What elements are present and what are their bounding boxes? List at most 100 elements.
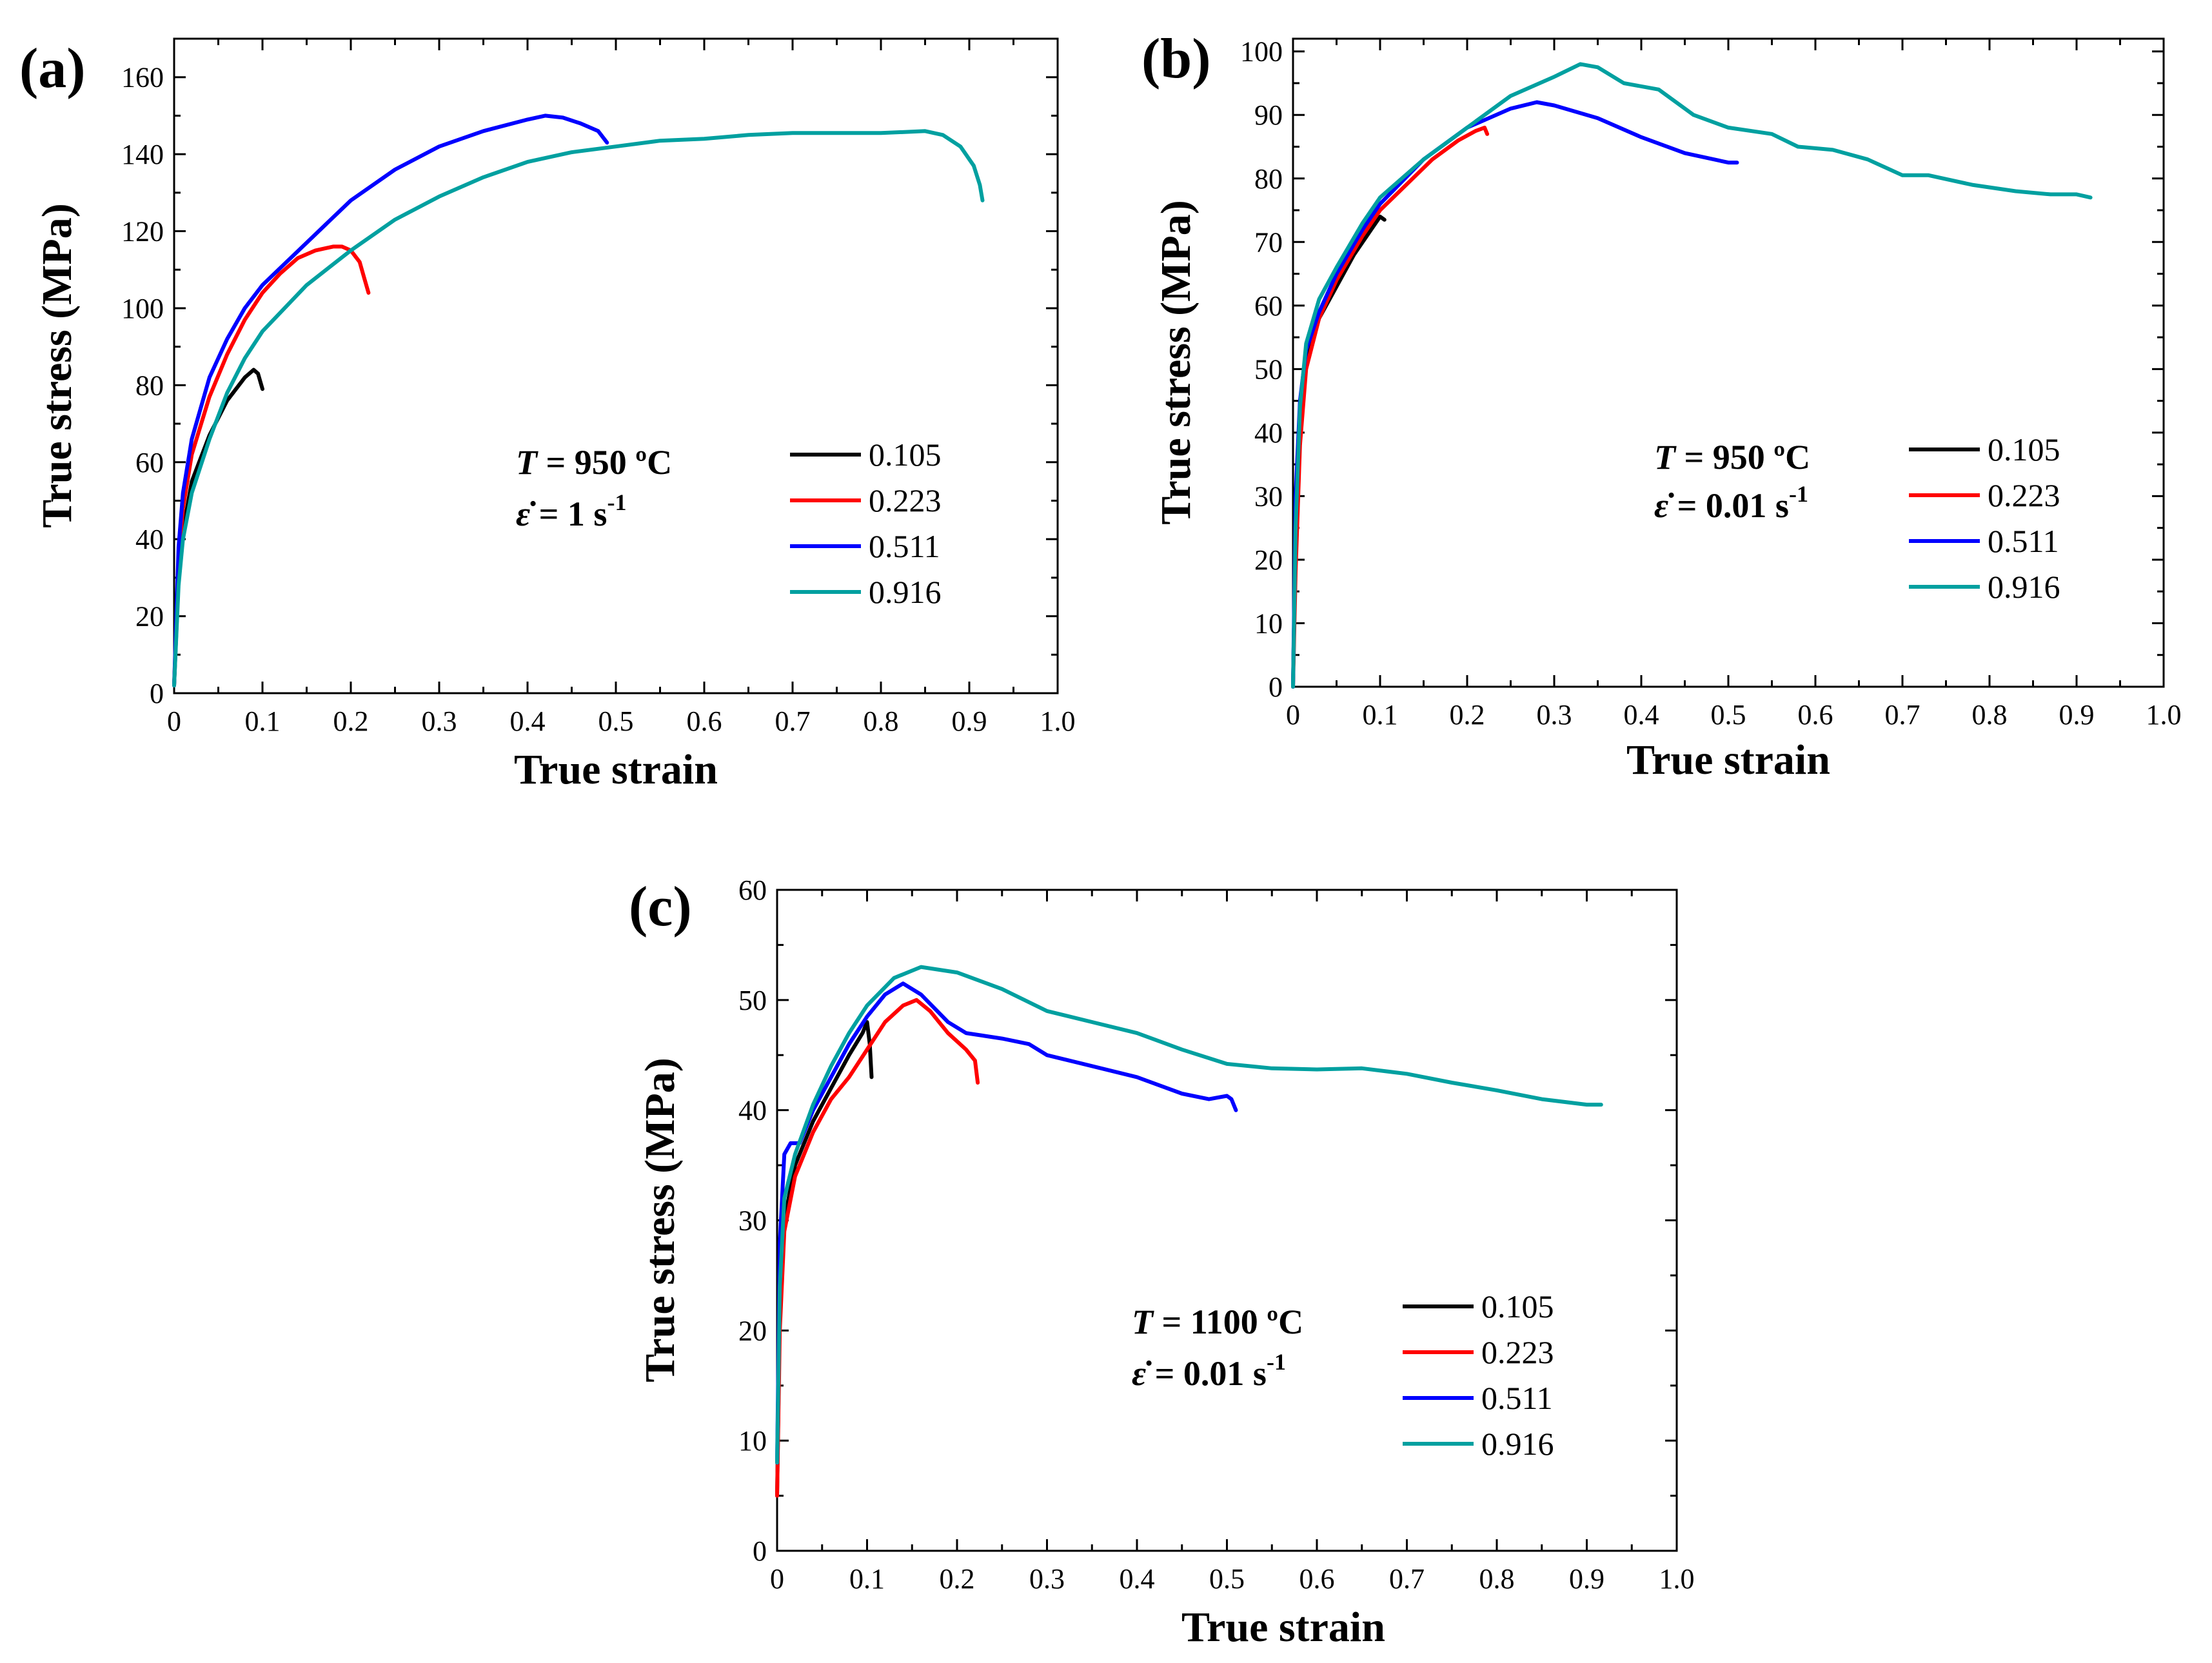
strain-rate-annotation: ε̇ = 1 s-1 (516, 489, 626, 533)
series-line-0.511 (172, 113, 609, 688)
panel-label: (c) (629, 876, 692, 938)
x-axis-title: True strain (514, 746, 718, 793)
x-tick-label: 0.9 (1569, 1563, 1605, 1595)
series-line-0.223 (172, 244, 371, 688)
y-tick-label: 40 (1254, 417, 1283, 449)
legend-label: 0.916 (869, 574, 942, 610)
temperature-annotation: T = 950 ºC (1654, 438, 1810, 477)
legend-label: 0.105 (869, 437, 942, 473)
x-tick-label: 0.8 (1479, 1563, 1515, 1595)
chart-panel-c: 0 0.1 0.2 0.3 0.4 0.5 0.6 0.7 0.8 0.9 1.0 0 10 20 30 40… (629, 874, 1695, 1651)
x-tick-label: 0.3 (422, 705, 457, 737)
y-tick-label: 0 (1269, 671, 1283, 703)
legend-label: 0.916 (1988, 569, 2060, 605)
chart-panel-b: 0 0.1 0.2 0.3 0.4 0.5 0.6 0.7 0.8 0.9 1.0 0 10 20 30 40… (1141, 28, 2182, 783)
x-tick-label: 0.5 (1209, 1563, 1245, 1595)
series-line-0.105 (1291, 214, 1387, 689)
y-axis-title: True stress (MPa) (637, 1058, 684, 1382)
x-tick-label: 0.1 (245, 705, 281, 737)
x-tick-label: 0.3 (1537, 699, 1572, 731)
panel-label: (a) (19, 37, 86, 100)
x-tick-label: 1.0 (1659, 1563, 1695, 1595)
y-tick-label: 20 (135, 601, 164, 633)
x-tick-label: 0.4 (510, 705, 546, 737)
x-tick-label: 0.7 (1389, 1563, 1425, 1595)
y-tick-label: 80 (1254, 163, 1283, 195)
x-tick-label: 0.6 (687, 705, 722, 737)
y-tick-label: 160 (121, 62, 164, 93)
x-tick-label: 0 (1286, 699, 1300, 731)
series-line-0.223 (775, 998, 980, 1498)
y-tick-label: 10 (1254, 607, 1283, 639)
x-tick-label: 0.3 (1029, 1563, 1065, 1595)
x-tick-label: 0 (770, 1563, 784, 1595)
legend-label: 0.511 (1481, 1380, 1553, 1416)
legend-label: 0.916 (1481, 1426, 1554, 1462)
x-tick-label: 0.5 (1711, 699, 1746, 731)
x-tick-label: 0.7 (1885, 699, 1921, 731)
x-tick-label: 0.5 (598, 705, 634, 737)
y-tick-label: 140 (121, 139, 164, 170)
x-tick-label: 0.2 (1450, 699, 1485, 731)
x-tick-label: 0.2 (333, 705, 369, 737)
x-tick-label: 0.8 (864, 705, 899, 737)
y-tick-label: 20 (1254, 544, 1283, 576)
x-tick-label: 0.9 (952, 705, 987, 737)
y-tick-label: 30 (1254, 480, 1283, 512)
x-tick-label: 0.6 (1299, 1563, 1335, 1595)
y-tick-label: 60 (1254, 290, 1283, 322)
y-tick-label: 100 (121, 293, 164, 324)
y-tick-label: 80 (135, 369, 164, 401)
x-tick-label: 0.2 (940, 1563, 975, 1595)
legend-label: 0.105 (1988, 431, 2060, 467)
y-tick-label: 120 (121, 216, 164, 248)
x-tick-label: 0.4 (1624, 699, 1659, 731)
series-line-0.916 (1291, 62, 2093, 689)
legend-label: 0.223 (1481, 1334, 1554, 1370)
strain-rate-annotation: ε̇ = 0.01 s-1 (1654, 481, 1808, 525)
y-tick-label: 50 (1254, 353, 1283, 385)
chart-panel-a: 0 0.1 0.2 0.3 0.4 0.5 0.6 0.7 0.8 0.9 1.0 0 20 40 60 80… (19, 37, 1076, 793)
x-tick-label: 1.0 (1040, 705, 1076, 737)
y-tick-label: 10 (738, 1425, 767, 1457)
panel-label: (b) (1141, 28, 1211, 90)
x-tick-label: 0.8 (1972, 699, 2008, 731)
x-tick-label: 0.1 (1363, 699, 1398, 731)
y-tick-label: 60 (738, 874, 767, 906)
legend-label: 0.223 (869, 482, 942, 518)
x-tick-label: 0.4 (1120, 1563, 1155, 1595)
y-tick-label: 60 (135, 447, 164, 478)
x-tick-label: 0.9 (2059, 699, 2095, 731)
temperature-annotation: T = 950 ºC (516, 443, 672, 482)
x-tick-label: 0.1 (849, 1563, 885, 1595)
y-tick-label: 90 (1254, 99, 1283, 131)
strain-rate-annotation: ε̇ = 0.01 s-1 (1132, 1349, 1286, 1393)
y-tick-label: 40 (135, 524, 164, 555)
series-line-0.223 (1291, 125, 1490, 689)
legend-label: 0.223 (1988, 477, 2060, 513)
series-line-0.916 (775, 965, 1603, 1465)
x-tick-label: 1.0 (2146, 699, 2182, 731)
series-line-0.511 (1291, 100, 1739, 689)
y-tick-label: 50 (738, 985, 767, 1016)
legend-label: 0.511 (1988, 523, 2059, 559)
y-axis-title: True stress (MPa) (1152, 200, 1200, 524)
x-tick-label: 0.6 (1798, 699, 1833, 731)
legend-label: 0.105 (1481, 1288, 1554, 1324)
x-tick-label: 0.7 (775, 705, 811, 737)
legend-label: 0.511 (869, 528, 940, 564)
series-line-0.916 (172, 129, 985, 688)
y-tick-label: 100 (1240, 36, 1283, 68)
y-axis-title: True stress (MPa) (34, 203, 81, 527)
x-axis-title: True strain (1181, 1604, 1385, 1651)
temperature-annotation: T = 1100 ºC (1132, 1303, 1303, 1341)
y-tick-label: 20 (738, 1315, 767, 1346)
y-tick-label: 70 (1254, 226, 1283, 258)
x-axis-title: True strain (1626, 736, 1830, 783)
x-tick-label: 0 (167, 705, 181, 737)
y-tick-label: 0 (150, 678, 164, 709)
y-tick-label: 40 (738, 1095, 767, 1127)
y-tick-label: 30 (738, 1205, 767, 1237)
y-tick-label: 0 (753, 1535, 767, 1567)
